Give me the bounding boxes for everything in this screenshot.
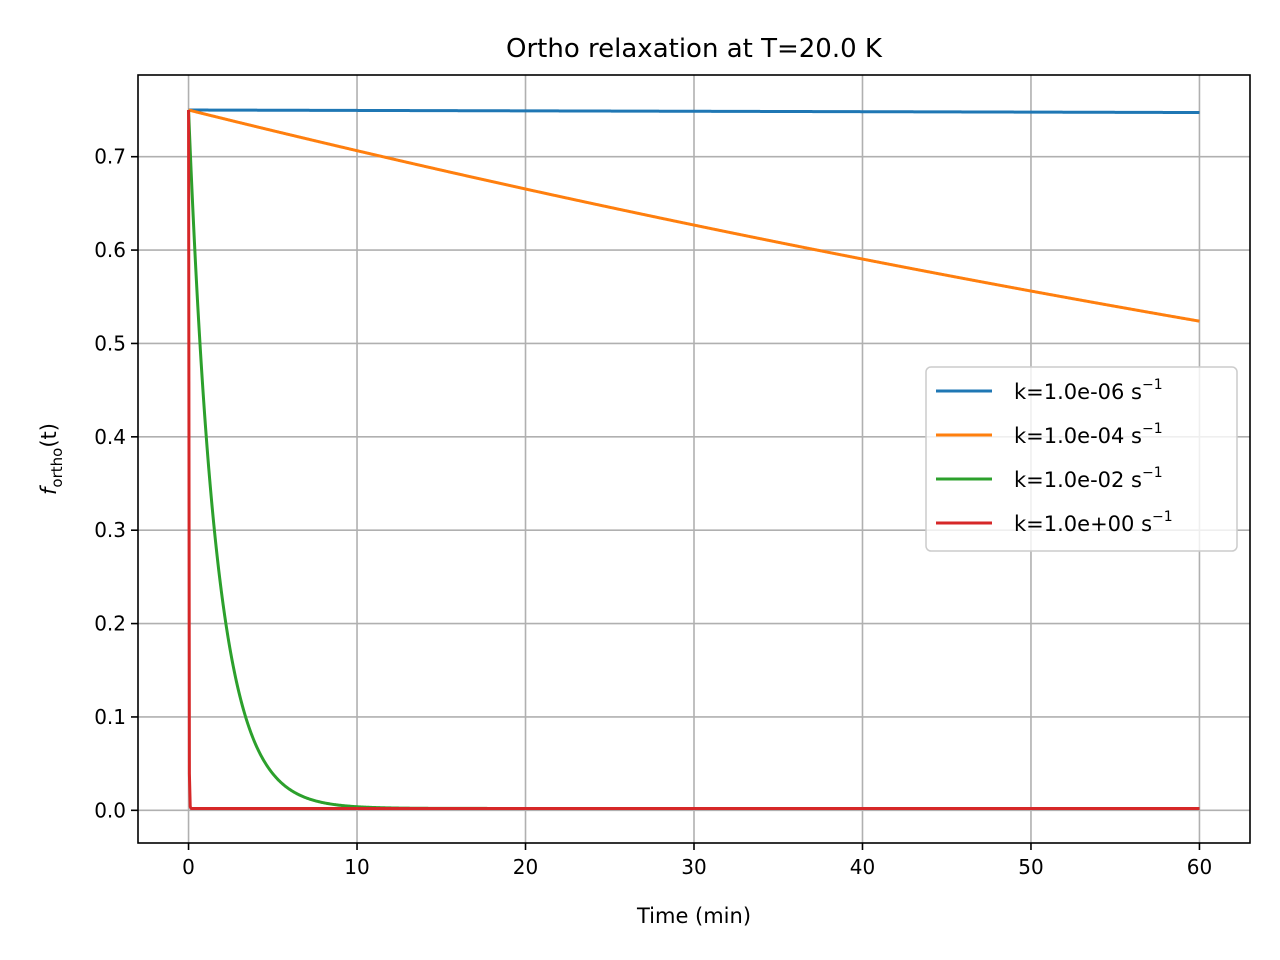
x-tick-label: 50 xyxy=(1018,855,1043,879)
x-tick-label: 0 xyxy=(182,855,195,879)
x-tick-label: 30 xyxy=(681,855,706,879)
y-tick-label: 0.2 xyxy=(94,612,126,636)
legend-box xyxy=(925,366,1238,552)
legend-label: k=1.0e-04 s−1 xyxy=(1014,421,1163,448)
y-tick-label: 0.5 xyxy=(94,331,126,355)
y-axis-label: fortho(t) xyxy=(37,423,66,495)
x-tick-label: 40 xyxy=(850,855,875,879)
series-line-2 xyxy=(187,108,1201,323)
series-line-1 xyxy=(187,108,1201,115)
y-tick-label: 0.1 xyxy=(94,705,126,729)
legend: k=1.0e-06 s−1 k=1.0e-04 s−1 k=1.0e-02 s−1 k… xyxy=(925,366,1238,552)
y-tick-label: 0.4 xyxy=(94,425,126,449)
y-tick-label: 0.7 xyxy=(94,145,126,169)
y-tick-label: 0.0 xyxy=(94,798,126,822)
series-line-4 xyxy=(187,110,1201,810)
y-tick-label: 0.3 xyxy=(94,518,126,542)
legend-label: k=1.0e-02 s−1 xyxy=(1014,465,1163,492)
chart-title: Ortho relaxation at T=20.0 K xyxy=(506,34,883,64)
x-tick-label: 20 xyxy=(513,855,538,879)
x-tick-label: 10 xyxy=(344,855,369,879)
legend-label: k=1.0e+00 s−1 xyxy=(1014,509,1173,536)
ticks: 0 10 20 30 40 50 60 0.0 0.1 0.2 0.3 0.4 0.5 0.6 0.7 xyxy=(94,145,1212,879)
x-axis-label: Time (min) xyxy=(636,904,751,928)
series-layer xyxy=(187,108,1201,810)
legend-label: k=1.0e-06 s−1 xyxy=(1014,377,1163,404)
x-tick-label: 60 xyxy=(1187,855,1212,879)
y-tick-label: 0.6 xyxy=(94,238,126,262)
